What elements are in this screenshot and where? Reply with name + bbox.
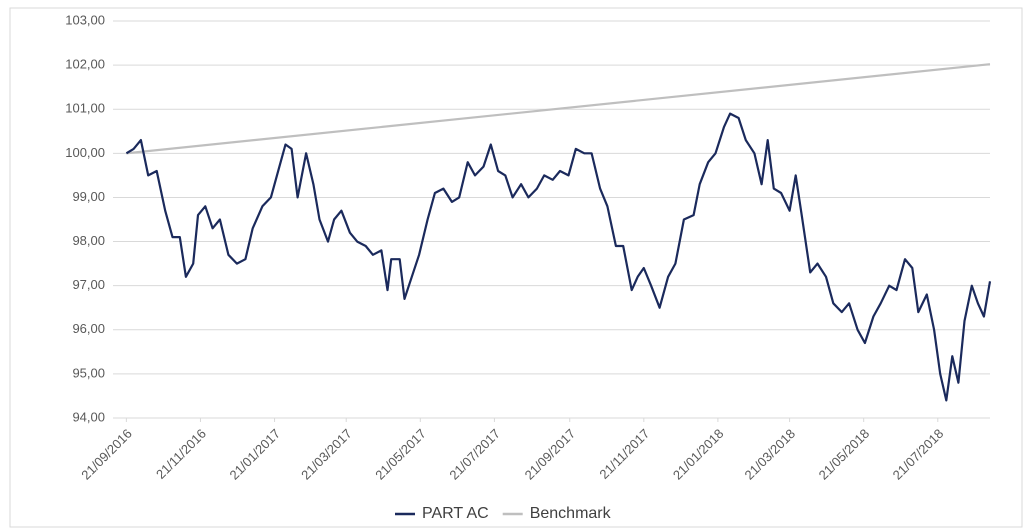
y-tick-label: 95,00 — [72, 365, 105, 380]
legend-label: Benchmark — [530, 505, 612, 522]
y-tick-label: 96,00 — [72, 321, 105, 336]
line-series — [126, 63, 991, 155]
chart-frame — [9, 7, 1023, 528]
y-tick-label: 99,00 — [72, 189, 105, 204]
line-series — [125, 112, 992, 402]
y-tick-label: 102,00 — [65, 57, 105, 72]
y-tick-label: 98,00 — [72, 233, 105, 248]
legend-label: PART AC — [422, 505, 489, 522]
y-tick-label: 94,00 — [72, 409, 105, 424]
y-tick-label: 103,00 — [65, 12, 105, 27]
y-tick-label: 100,00 — [65, 145, 105, 160]
y-tick-label: 97,00 — [72, 277, 105, 292]
y-tick-label: 101,00 — [65, 101, 105, 116]
